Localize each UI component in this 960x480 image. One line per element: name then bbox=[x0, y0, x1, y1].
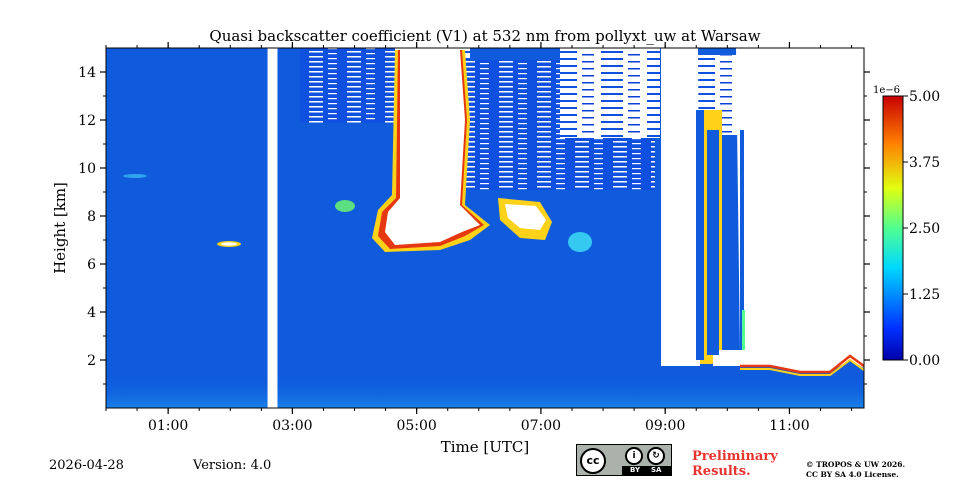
colorbar-tick-label: 5.00 bbox=[909, 89, 940, 105]
license-band: BY SA bbox=[622, 466, 671, 475]
by-label: BY bbox=[630, 466, 641, 474]
preliminary-line1: Preliminary bbox=[692, 449, 778, 464]
noise-streaks bbox=[300, 48, 400, 123]
y-tick-label: 6 bbox=[87, 257, 96, 273]
y-tick-label: 10 bbox=[78, 161, 96, 177]
x-tick-label: 11:00 bbox=[769, 418, 809, 434]
x-tick-label: 07:00 bbox=[521, 418, 561, 434]
boundary-layer bbox=[106, 376, 864, 408]
plot-date: 2026-04-28 bbox=[49, 458, 124, 473]
colorbar-tick-label: 3.75 bbox=[909, 155, 940, 171]
background-signal bbox=[740, 130, 744, 350]
colorbar-tick-label: 1.25 bbox=[909, 287, 940, 303]
aerosol-layer bbox=[123, 174, 147, 178]
cloud-saturated bbox=[736, 48, 864, 352]
aerosol-layer bbox=[221, 242, 237, 246]
data-gap bbox=[267, 48, 278, 408]
background-signal bbox=[707, 130, 719, 355]
cloud-edge bbox=[742, 310, 745, 350]
cloud-saturated bbox=[385, 50, 480, 245]
x-axis: 01:00 03:00 05:00 07:00 09:00 11:00 bbox=[105, 42, 853, 434]
copyright-line2: CC BY SA 4.0 License. bbox=[806, 470, 899, 479]
preliminary-note: Preliminary Results. bbox=[692, 449, 778, 479]
by-person-icon: i bbox=[625, 447, 643, 465]
cc-icon: cc bbox=[580, 448, 606, 474]
cloud-edge bbox=[740, 354, 864, 374]
copyright-note: © TROPOS & UW 2026. CC BY SA 4.0 License… bbox=[806, 460, 905, 480]
sa-label: SA bbox=[651, 466, 662, 474]
x-tick-label: 05:00 bbox=[396, 418, 436, 434]
y-axis: 2 4 6 8 10 12 14 bbox=[78, 65, 870, 385]
x-tick-label: 09:00 bbox=[645, 418, 685, 434]
x-tick-label: 03:00 bbox=[272, 418, 312, 434]
y-tick-label: 12 bbox=[78, 113, 96, 129]
y-axis-label: Height [km] bbox=[51, 182, 69, 274]
cloud-saturated bbox=[505, 204, 546, 230]
y-tick-label: 2 bbox=[87, 353, 96, 369]
colorbar-tick-label: 0.00 bbox=[909, 353, 940, 369]
noise-streaks bbox=[560, 48, 660, 138]
copyright-line1: © TROPOS & UW 2026. bbox=[806, 460, 906, 469]
colorbar-tick-label: 2.50 bbox=[909, 221, 940, 237]
colorbar-exponent: 1e−6 bbox=[873, 85, 900, 96]
cc-license-badge: cc i ↻ BY SA bbox=[576, 444, 672, 476]
aerosol-layer bbox=[335, 200, 355, 212]
cloud-edge bbox=[740, 358, 864, 376]
x-tick-label: 01:00 bbox=[148, 418, 188, 434]
chart-title: Quasi backscatter coefficient (V1) at 53… bbox=[209, 27, 760, 45]
plot-frame bbox=[105, 47, 865, 409]
version-label: Version: 4.0 bbox=[193, 458, 272, 473]
background-signal bbox=[696, 110, 704, 360]
sa-share-icon: ↻ bbox=[647, 447, 665, 465]
cloud-saturated bbox=[661, 48, 700, 366]
colorbar bbox=[882, 95, 904, 361]
y-tick-label: 14 bbox=[78, 65, 96, 81]
preliminary-line2: Results. bbox=[692, 464, 751, 479]
y-tick-label: 8 bbox=[87, 209, 96, 225]
x-axis-label: Time [UTC] bbox=[441, 438, 530, 456]
y-tick-label: 4 bbox=[87, 305, 96, 321]
aerosol-layer bbox=[568, 232, 592, 252]
heatmap-plot-area bbox=[106, 48, 864, 408]
colorbar-axis: 0.00 1.25 2.50 3.75 5.00 bbox=[903, 89, 940, 369]
